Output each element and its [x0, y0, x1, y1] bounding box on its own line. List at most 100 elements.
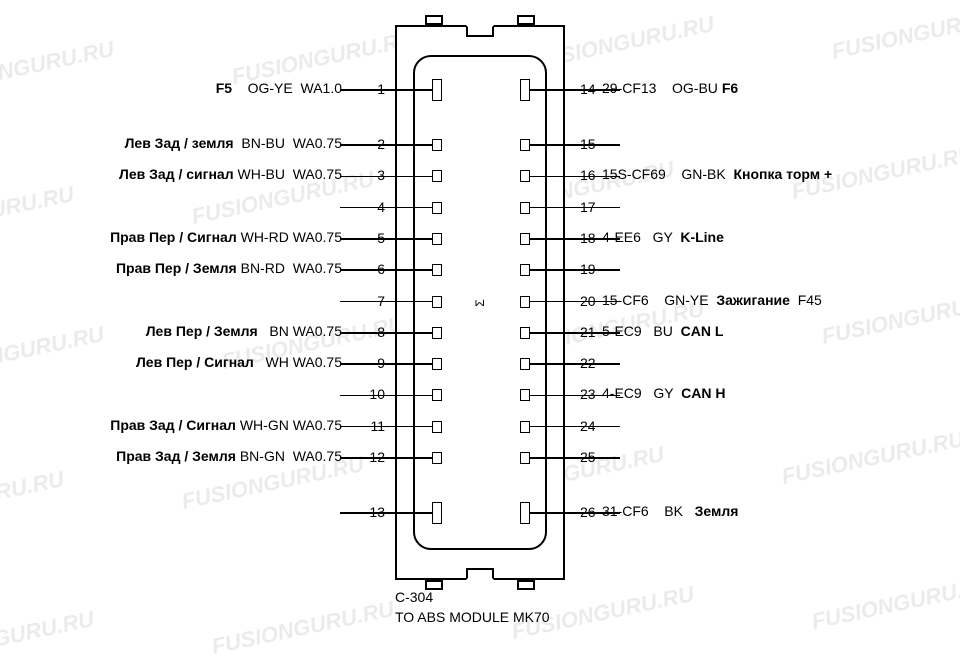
label-segment: F5: [216, 80, 232, 96]
pin-number: 16: [580, 167, 596, 183]
label-segment: WH WA0.75: [254, 354, 342, 370]
pin-terminal: [432, 327, 442, 339]
watermark-text: FUSIONGURU.RU: [819, 286, 960, 350]
pin-label: 29-CF13 OG-BU F6: [602, 80, 738, 96]
lead-line: [530, 144, 620, 146]
label-segment: Прав Зад / Земля: [116, 448, 236, 464]
watermark-text: FUSIONGURU.RU: [809, 571, 960, 635]
lead-line: [530, 207, 620, 209]
lead-line: [340, 426, 432, 428]
pin-number: 1: [355, 81, 385, 97]
connector-tab: [425, 15, 443, 25]
label-segment: Прав Зад / Сигнал: [110, 417, 236, 433]
watermark-text: FUSIONGURU.RU: [0, 321, 106, 385]
lead-line: [530, 363, 620, 365]
pin-label: 15S-CF69 GN-BK Кнопка торм +: [602, 166, 832, 182]
pin-number: 10: [355, 386, 385, 402]
label-segment: 15-CF6 GN-YE: [602, 292, 716, 308]
label-segment: 4-EC9 GY: [602, 385, 681, 401]
lead-line: [340, 301, 432, 303]
pin-terminal: [432, 389, 442, 401]
label-segment: 29-CF13 OG-BU: [602, 80, 722, 96]
watermark-text: FUSIONGURU.RU: [0, 606, 96, 670]
label-segment: CAN L: [681, 323, 724, 339]
pin-number: 12: [355, 449, 385, 465]
connector-subtitle: TO ABS MODULE MK70: [395, 608, 550, 628]
connector-tab: [517, 15, 535, 25]
pin-terminal: [432, 502, 442, 524]
label-segment: Лев Зад / земля: [125, 135, 234, 151]
label-segment: Лев Пер / Сигнал: [136, 354, 254, 370]
pin-terminal: [520, 358, 530, 370]
diagram-container: FUSIONGURU.RUFUSIONGURU.RUFUSIONGURU.RUF…: [0, 0, 960, 640]
label-segment: Лев Пер / Земля: [146, 323, 258, 339]
pin-number: 25: [580, 449, 596, 465]
pin-terminal: [520, 327, 530, 339]
label-segment: BN-GN WA0.75: [236, 448, 342, 464]
pin-terminal: [432, 264, 442, 276]
watermark-text: FUSIONGURU.RU: [0, 36, 116, 100]
pin-number: 3: [355, 167, 385, 183]
pin-terminal: [432, 202, 442, 214]
pin-number: 2: [355, 136, 385, 152]
label-segment: Земля: [695, 503, 739, 519]
lead-line: [530, 426, 620, 428]
pin-terminal: [520, 233, 530, 245]
pin-label: Прав Зад / Земля BN-GN WA0.75: [116, 448, 342, 464]
connector-caption: C-304 TO ABS MODULE MK70: [395, 588, 550, 627]
pin-number: 22: [580, 355, 596, 371]
lead-line: [340, 238, 432, 240]
pin-terminal: [520, 421, 530, 433]
lead-line: [340, 332, 432, 334]
pin-number: 5: [355, 230, 385, 246]
connector-body: Σ: [395, 25, 565, 580]
pin-label: Лев Зад / сигнал WH-BU WA0.75: [119, 166, 342, 182]
pin-label: 5-EC9 BU CAN L: [602, 323, 723, 339]
pin-label: Прав Пер / Земля BN-RD WA0.75: [116, 260, 342, 276]
label-segment: F6: [722, 80, 738, 96]
pin-number: 17: [580, 199, 596, 215]
pin-terminal: [432, 452, 442, 464]
label-segment: Прав Пер / Сигнал: [110, 229, 237, 245]
pin-number: 4: [355, 199, 385, 215]
lead-line: [340, 89, 432, 91]
pin-terminal: [432, 296, 442, 308]
pin-terminal: [432, 233, 442, 245]
lead-line: [340, 207, 432, 209]
lead-line: [340, 457, 432, 459]
lead-line: [530, 457, 620, 459]
lead-line: [340, 269, 432, 271]
watermark-text: FUSIONGURU.RU: [0, 181, 76, 245]
label-segment: WH-BU WA0.75: [234, 166, 342, 182]
pin-terminal: [432, 139, 442, 151]
pin-terminal: [432, 421, 442, 433]
pin-terminal: [432, 170, 442, 182]
connector-notch-top: [466, 25, 494, 37]
pin-terminal: [520, 79, 530, 101]
label-segment: Лев Зад / сигнал: [119, 166, 234, 182]
pin-number: 6: [355, 261, 385, 277]
watermark-text: FUSIONGURU.RU: [829, 1, 960, 65]
lead-line: [340, 363, 432, 365]
label-segment: CAN H: [681, 385, 725, 401]
label-segment: 31-CF6 BK: [602, 503, 695, 519]
pin-number: 20: [580, 293, 596, 309]
pin-label: Прав Пер / Сигнал WH-RD WA0.75: [110, 229, 342, 245]
label-segment: F45: [790, 292, 822, 308]
label-segment: 15S-CF69 GN-BK: [602, 166, 733, 182]
pin-label: 4-EE6 GY K-Line: [602, 229, 724, 245]
lead-line: [340, 512, 432, 514]
label-segment: OG-YE WA1.0: [232, 80, 342, 96]
pin-number: 7: [355, 293, 385, 309]
pin-label: 31-CF6 BK Земля: [602, 503, 738, 519]
pin-number: 24: [580, 418, 596, 434]
lead-line: [340, 144, 432, 146]
label-segment: BN WA0.75: [258, 323, 342, 339]
pin-label: Лев Зад / земля BN-BU WA0.75: [125, 135, 342, 151]
connector-notch-bottom: [466, 568, 494, 580]
pin-number: 18: [580, 230, 596, 246]
watermark-text: FUSIONGURU.RU: [209, 596, 396, 660]
pin-label: 15-CF6 GN-YE Зажигание F45: [602, 292, 822, 308]
pin-number: 23: [580, 386, 596, 402]
pin-label: Лев Пер / Земля BN WA0.75: [146, 323, 342, 339]
